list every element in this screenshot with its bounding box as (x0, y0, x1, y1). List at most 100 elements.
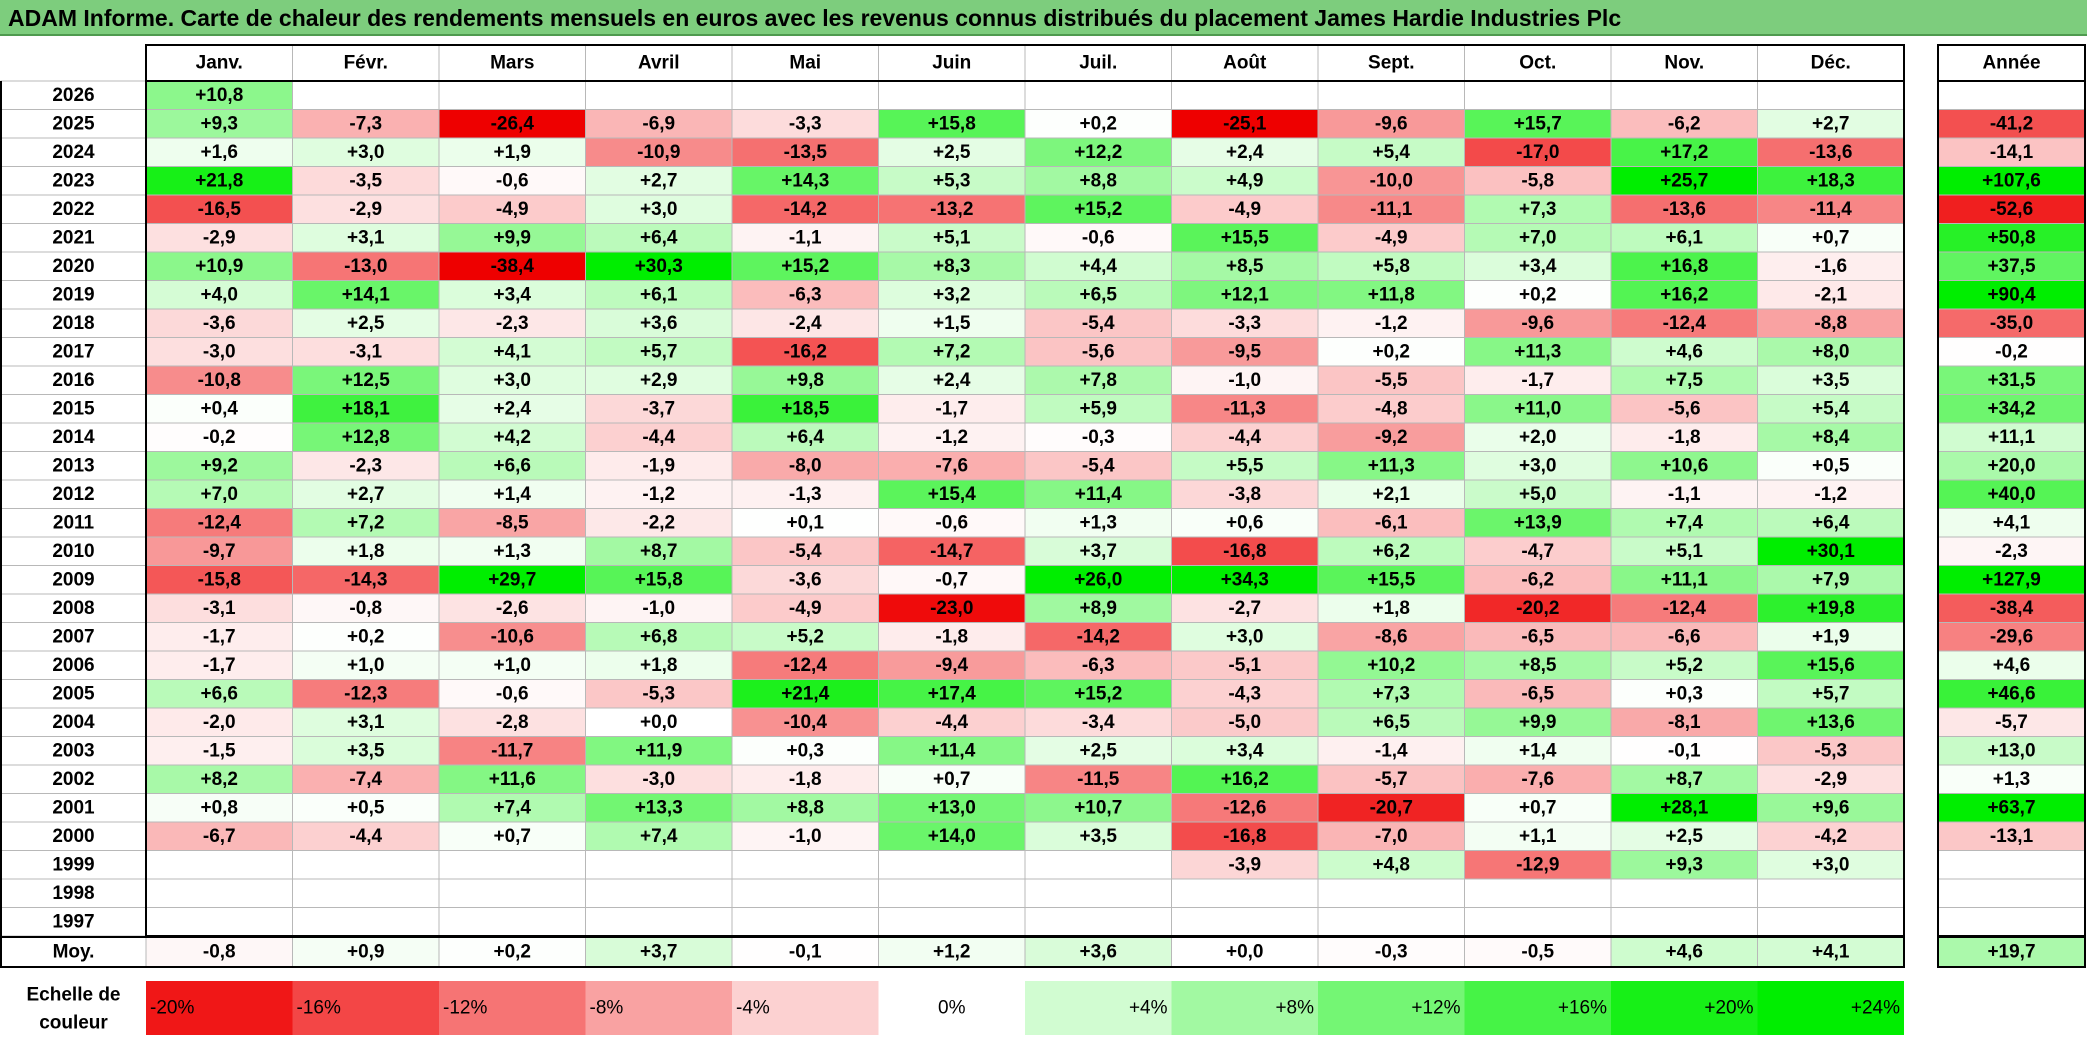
heat-cell-value: -2,4 (789, 313, 822, 334)
heat-cell (878, 394, 1026, 424)
year-label-cell (0, 593, 147, 623)
heat-cell-value: +1,0 (493, 655, 531, 676)
heat-cell-value: -3,8 (1228, 484, 1261, 505)
heat-cell (1317, 593, 1465, 623)
heat-cell (1757, 80, 1905, 110)
heat-cell (585, 650, 733, 680)
heat-cell-value: -14,3 (344, 569, 387, 590)
heat-cell (1610, 679, 1758, 709)
heat-cell-value: -7,0 (1375, 826, 1408, 847)
heat-cell (1610, 479, 1758, 509)
heat-cell (292, 422, 440, 452)
heat-cell-value: -3,9 (1228, 854, 1261, 875)
heat-cell (1464, 878, 1612, 908)
heat-cell (1464, 821, 1612, 851)
heat-cell-value: -6,5 (1521, 683, 1554, 704)
heat-cell (1317, 422, 1465, 452)
heat-cell-value: -8,8 (1814, 313, 1847, 334)
heat-cell-value: -6,6 (1668, 626, 1701, 647)
heat-cell (585, 508, 733, 538)
heat-cell-value: +10,7 (1074, 797, 1122, 818)
heat-cell-value: -5,3 (1814, 740, 1847, 761)
heat-cell (1464, 565, 1612, 595)
annual-cell-value: +1,3 (1993, 769, 2031, 790)
heat-cell (878, 907, 1026, 937)
heat-cell-value: -2,3 (496, 313, 529, 334)
heat-cell-value: +15,5 (1367, 569, 1416, 590)
heat-cell-value: -5,6 (1082, 341, 1115, 362)
year-label: 2005 (52, 683, 95, 704)
heat-cell-value: +6,5 (1372, 712, 1410, 733)
heat-cell-value: +2,0 (1519, 427, 1557, 448)
heat-cell (1757, 479, 1905, 509)
heat-cell (878, 280, 1026, 310)
heat-cell-value: -11,4 (1810, 199, 1853, 220)
heat-cell-value: +0,7 (933, 769, 971, 790)
column-header: Déc. (1811, 53, 1851, 74)
heat-cell (292, 622, 440, 652)
heat-cell-value: +2,7 (347, 484, 385, 505)
heat-cell-value: +8,5 (1226, 256, 1264, 277)
annual-cell (1937, 451, 2086, 481)
heat-cell (1610, 536, 1758, 566)
heat-cell-value: -20,2 (1516, 598, 1559, 619)
heat-cell (1171, 907, 1319, 937)
heat-cell-value: -11,7 (491, 740, 533, 761)
heat-cell (731, 793, 879, 823)
heat-cell-value: +15,6 (1807, 655, 1855, 676)
heat-cell (1024, 907, 1172, 937)
heat-cell-value: -3,7 (642, 398, 675, 419)
heat-cell (1024, 565, 1172, 595)
heat-cell (878, 194, 1026, 224)
heat-cell (438, 394, 586, 424)
heat-cell-value: +5,1 (933, 227, 971, 248)
heat-cell-value: +1,5 (933, 313, 971, 334)
scale-swatch (732, 981, 879, 1035)
scale-label-line2: couleur (39, 1013, 108, 1034)
heat-cell (438, 308, 586, 338)
heat-cell-value: +13,3 (635, 797, 683, 818)
heat-cell (1464, 479, 1612, 509)
heat-cell-value: +7,4 (640, 826, 678, 847)
heat-cell (438, 422, 586, 452)
heat-cell-value: +10,6 (1660, 455, 1708, 476)
heat-cell (1024, 479, 1172, 509)
heat-cell (878, 536, 1026, 566)
heat-cell (1464, 793, 1612, 823)
heat-cell (1171, 337, 1319, 367)
heat-cell (1024, 793, 1172, 823)
heat-cell-value: +9,9 (1519, 712, 1557, 733)
heat-cell-value: +7,5 (1665, 370, 1703, 391)
heat-cell-value: +5,1 (1665, 541, 1703, 562)
heat-cell-value: +29,7 (488, 569, 536, 590)
heat-cell-value: -10,9 (637, 142, 680, 163)
heat-cell (585, 137, 733, 167)
heat-cell (438, 565, 586, 595)
heat-cell (731, 365, 879, 395)
heat-cell (731, 878, 879, 908)
average-cell (585, 936, 733, 968)
heat-cell (731, 536, 879, 566)
heat-cell (731, 764, 879, 794)
heat-cell-value: +18,3 (1807, 170, 1855, 191)
heat-cell-value: -7,3 (349, 113, 382, 134)
heat-cell (1024, 308, 1172, 338)
heat-cell-value: -6,2 (1668, 113, 1701, 134)
heat-cell-value: +15,4 (928, 484, 977, 505)
heat-cell (731, 451, 879, 481)
scale-step-label: -16% (297, 998, 341, 1019)
column-header: Oct. (1519, 53, 1556, 74)
heat-cell (1757, 194, 1905, 224)
annual-cell (1937, 793, 2086, 823)
heat-cell-value: +5,2 (786, 626, 824, 647)
heat-cell-value: +25,7 (1660, 170, 1708, 191)
heat-cell-value: +11,4 (1075, 484, 1122, 505)
heat-cell (438, 536, 586, 566)
heat-cell-value: +2,4 (1226, 142, 1264, 163)
heat-cell (585, 907, 733, 937)
heat-cell-value: -1,5 (203, 740, 236, 761)
column-header: Mai (789, 53, 821, 74)
average-annual-frame (1937, 936, 2086, 968)
heat-cell (731, 137, 879, 167)
heat-cell (585, 878, 733, 908)
